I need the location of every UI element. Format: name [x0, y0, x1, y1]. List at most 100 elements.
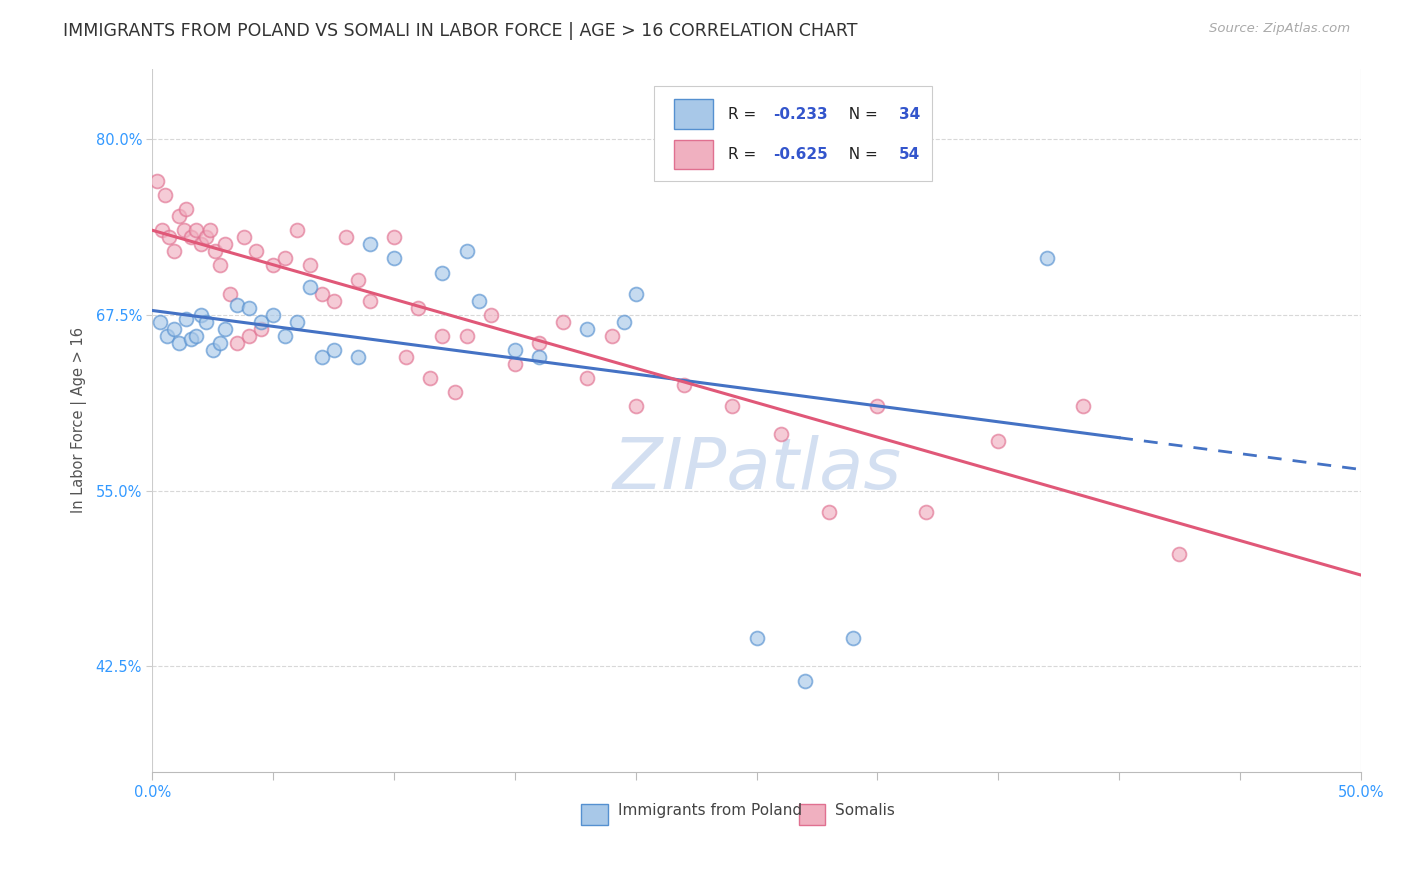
Text: ZIPatlas: ZIPatlas — [612, 435, 901, 504]
Point — [226, 335, 249, 350]
FancyBboxPatch shape — [654, 87, 932, 181]
Point — [503, 343, 526, 357]
Point — [200, 223, 222, 237]
Point — [274, 252, 297, 266]
Point — [347, 350, 370, 364]
Point — [1071, 399, 1094, 413]
Point — [673, 378, 696, 392]
Point — [180, 332, 202, 346]
Point — [914, 505, 936, 519]
Text: 34: 34 — [900, 107, 921, 121]
Point — [180, 230, 202, 244]
Point — [184, 328, 207, 343]
Text: Source: ZipAtlas.com: Source: ZipAtlas.com — [1209, 22, 1350, 36]
Point — [395, 350, 418, 364]
Point — [553, 315, 575, 329]
Point — [298, 259, 321, 273]
Point — [818, 505, 841, 519]
Point — [167, 335, 190, 350]
Point — [218, 286, 240, 301]
Point — [150, 223, 173, 237]
Text: -0.233: -0.233 — [773, 107, 828, 121]
Point — [335, 230, 357, 244]
Point — [298, 279, 321, 293]
Point — [745, 632, 768, 646]
Point — [527, 350, 550, 364]
Point — [163, 244, 186, 259]
Point — [721, 399, 744, 413]
Text: 54: 54 — [900, 147, 921, 162]
Point — [456, 328, 478, 343]
Point — [163, 322, 186, 336]
Point — [226, 298, 249, 312]
Point — [467, 293, 489, 308]
Text: R =: R = — [728, 147, 761, 162]
Point — [479, 308, 502, 322]
Point — [190, 237, 212, 252]
Point — [287, 315, 309, 329]
Point — [432, 266, 454, 280]
Point — [613, 315, 636, 329]
Point — [347, 272, 370, 286]
Point — [204, 244, 226, 259]
Point — [245, 244, 267, 259]
Point — [250, 315, 273, 329]
Bar — [799, 804, 825, 825]
Point — [311, 286, 333, 301]
Text: IMMIGRANTS FROM POLAND VS SOMALI IN LABOR FORCE | AGE > 16 CORRELATION CHART: IMMIGRANTS FROM POLAND VS SOMALI IN LABO… — [63, 22, 858, 40]
Point — [419, 371, 441, 385]
Point — [987, 434, 1010, 449]
Point — [274, 328, 297, 343]
Point — [262, 259, 284, 273]
Point — [624, 286, 647, 301]
Point — [600, 328, 623, 343]
Point — [311, 350, 333, 364]
Text: N =: N = — [839, 107, 883, 121]
Text: -0.625: -0.625 — [773, 147, 828, 162]
Point — [214, 322, 236, 336]
Bar — [675, 100, 713, 129]
Y-axis label: In Labor Force | Age > 16: In Labor Force | Age > 16 — [72, 327, 87, 513]
Point — [793, 673, 815, 688]
Point — [176, 202, 198, 217]
Point — [382, 230, 405, 244]
Point — [214, 237, 236, 252]
Point — [382, 252, 405, 266]
Point — [432, 328, 454, 343]
Point — [1168, 547, 1191, 561]
Point — [443, 385, 465, 400]
Point — [149, 315, 172, 329]
Point — [153, 188, 176, 202]
Point — [156, 328, 179, 343]
Point — [866, 399, 889, 413]
Point — [359, 293, 381, 308]
Point — [576, 322, 599, 336]
Text: N =: N = — [839, 147, 883, 162]
Point — [173, 223, 195, 237]
Point — [1035, 252, 1057, 266]
Point — [157, 230, 180, 244]
Point — [209, 335, 232, 350]
Point — [238, 328, 260, 343]
Text: R =: R = — [728, 107, 761, 121]
Point — [176, 312, 198, 326]
Point — [769, 427, 792, 442]
Point — [194, 315, 217, 329]
Bar — [582, 804, 607, 825]
Point — [194, 230, 217, 244]
Text: Immigrants from Poland: Immigrants from Poland — [617, 803, 801, 818]
Point — [233, 230, 256, 244]
Point — [527, 335, 550, 350]
Point — [322, 343, 344, 357]
Point — [184, 223, 207, 237]
Point — [146, 174, 169, 188]
Text: Somalis: Somalis — [835, 803, 896, 818]
Bar — [675, 140, 713, 169]
Point — [576, 371, 599, 385]
Point — [238, 301, 260, 315]
Point — [359, 237, 381, 252]
Point — [624, 399, 647, 413]
Point — [408, 301, 430, 315]
Point — [322, 293, 344, 308]
Point — [287, 223, 309, 237]
